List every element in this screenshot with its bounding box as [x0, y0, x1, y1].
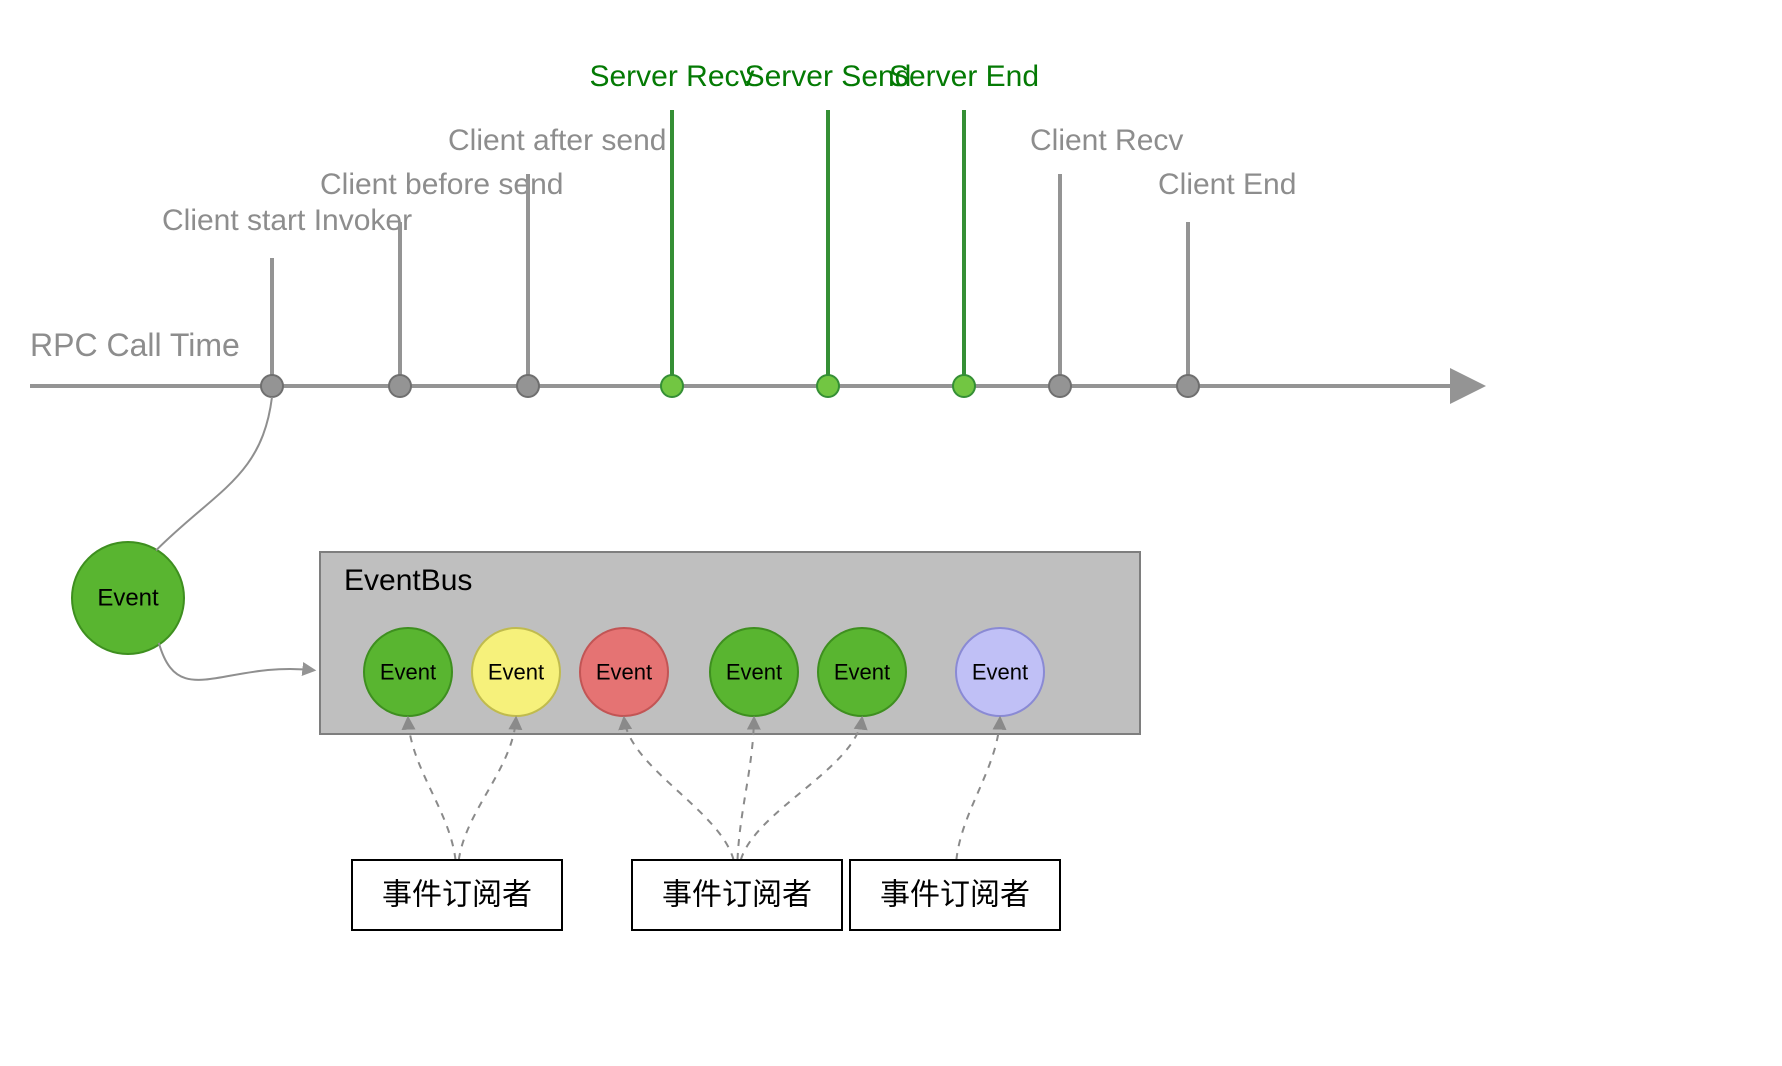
- tick-dot-t4: [661, 375, 683, 397]
- tick-label-t5: Server Send: [745, 60, 912, 93]
- axis-title: RPC Call Time: [30, 327, 240, 363]
- tick-label-t4: Server Recv: [589, 60, 754, 93]
- bus-event-label-e5: Event: [834, 660, 890, 685]
- tick-dot-t2: [389, 375, 411, 397]
- tick-dot-t1: [261, 375, 283, 397]
- diagram-svg: RPC Call Time Client start InvokerClient…: [0, 0, 1782, 1066]
- dashed-edge-4: [741, 718, 862, 860]
- tick-dot-t6: [953, 375, 975, 397]
- edge-tick-to-event: [156, 397, 272, 550]
- subscriber-edges: [408, 718, 1000, 860]
- diagram-canvas: { "diagram": { "type": "flowchart", "bac…: [0, 0, 1782, 1066]
- bus-event-label-e3: Event: [596, 660, 652, 685]
- dashed-edge-1: [459, 718, 516, 860]
- subscriber-label-s3: 事件订阅者: [880, 879, 1030, 912]
- tick-label-t1: Client start Invoker: [162, 204, 412, 237]
- dashed-edge-3: [738, 718, 754, 860]
- eventbus-title: EventBus: [344, 564, 472, 597]
- tick-label-t3: Client after send: [448, 124, 666, 157]
- bus-event-label-e2: Event: [488, 660, 544, 685]
- tick-label-t8: Client End: [1158, 168, 1296, 201]
- standalone-event-label: Event: [97, 585, 159, 612]
- bus-event-label-e6: Event: [972, 660, 1028, 685]
- tick-dot-t8: [1177, 375, 1199, 397]
- timeline-ticks: Client start InvokerClient before sendCl…: [162, 60, 1296, 397]
- tick-label-t7: Client Recv: [1030, 124, 1183, 157]
- tick-dot-t7: [1049, 375, 1071, 397]
- tick-label-t6: Server End: [889, 60, 1039, 93]
- dashed-edge-0: [408, 718, 456, 860]
- dashed-edge-5: [956, 718, 1000, 860]
- tick-dot-t3: [517, 375, 539, 397]
- subscriber-boxes: 事件订阅者 事件订阅者 事件订阅者: [352, 860, 1060, 930]
- subscriber-label-s2: 事件订阅者: [662, 879, 812, 912]
- dashed-edge-2: [624, 718, 734, 860]
- subscriber-label-s1: 事件订阅者: [382, 879, 532, 912]
- bus-event-label-e4: Event: [726, 660, 782, 685]
- edge-event-to-bus: [159, 643, 314, 680]
- tick-dot-t5: [817, 375, 839, 397]
- bus-event-label-e1: Event: [380, 660, 436, 685]
